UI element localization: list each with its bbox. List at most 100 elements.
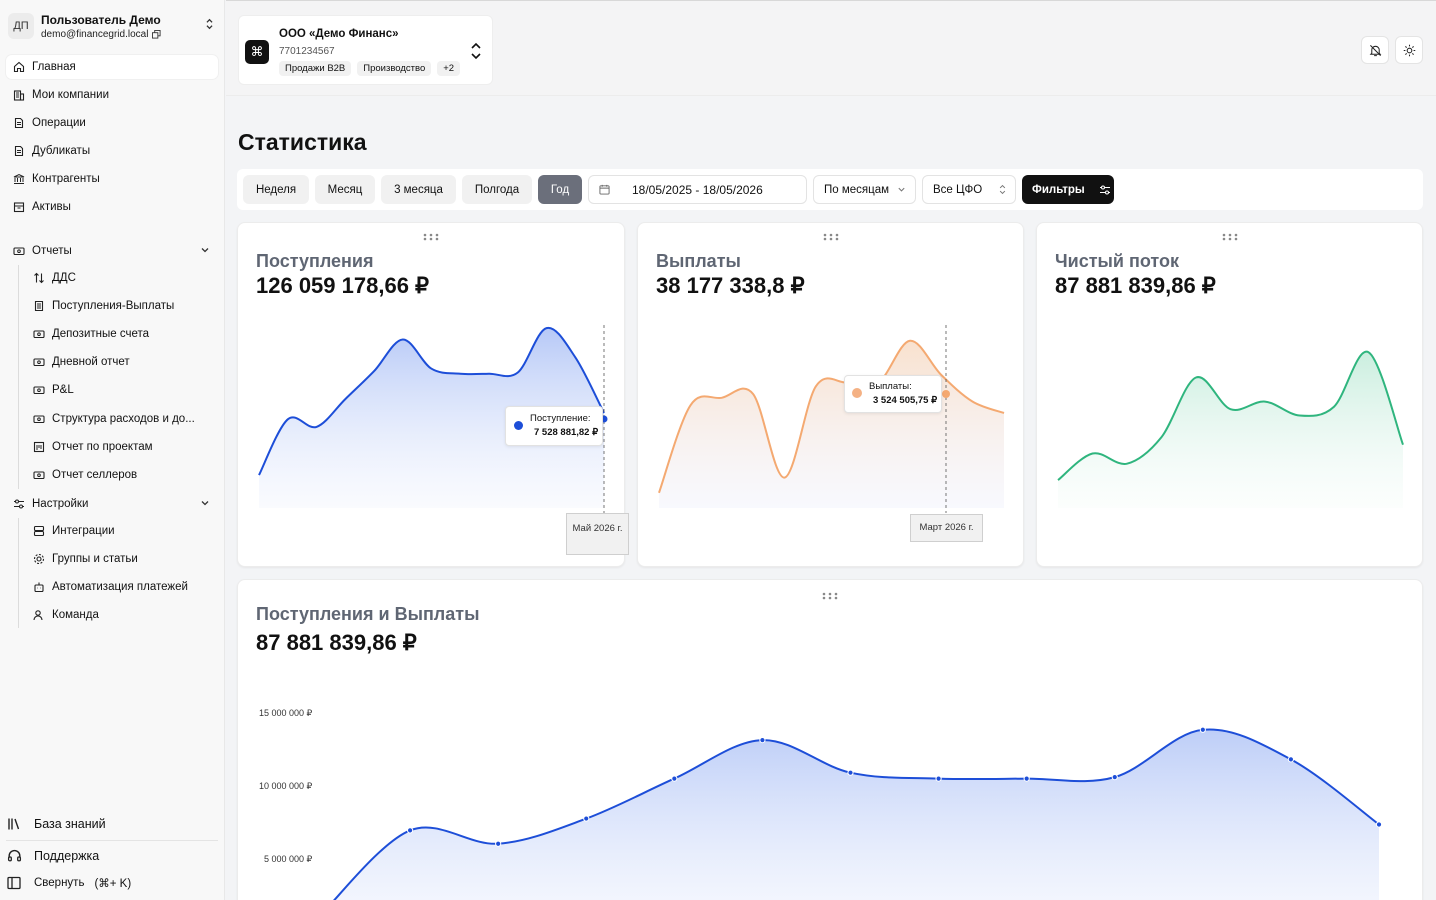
company-switcher[interactable]: ⌘ ООО «Демо Финанс» 7701234567 Продажи B… xyxy=(238,15,493,85)
chart-tooltip: Поступление: 7 528 881,82 ₽ xyxy=(505,406,603,446)
company-tag-more[interactable]: +2 xyxy=(437,61,461,76)
sidebar-item-operations[interactable]: Операции xyxy=(6,111,218,135)
net-flow-chart xyxy=(1057,351,1404,508)
document-icon xyxy=(13,117,25,129)
data-point xyxy=(847,769,854,776)
chevron-down-icon[interactable] xyxy=(200,498,210,508)
card-title: Поступления и Выплаты xyxy=(256,604,480,624)
sidebar-section-settings[interactable]: Настройки xyxy=(6,492,218,516)
sidebar-item-companies[interactable]: Мои компании xyxy=(6,83,218,107)
grouping-select[interactable]: По месяцам xyxy=(813,175,916,204)
home-icon xyxy=(13,61,25,73)
sidebar-item-assets[interactable]: Активы xyxy=(6,195,218,219)
sidebar-item-sellers-report[interactable]: Отчет селлеров xyxy=(26,463,216,487)
card-title: Поступления xyxy=(256,251,374,271)
copy-icon[interactable] xyxy=(152,29,161,39)
reports-tree-line xyxy=(18,265,19,489)
data-point xyxy=(1199,726,1206,733)
data-point xyxy=(1023,775,1030,782)
user-switcher[interactable]: ДП Пользователь Демо demo@financegrid.lo… xyxy=(8,8,218,44)
calendar-icon xyxy=(33,441,45,453)
data-point xyxy=(406,827,414,834)
cfo-select[interactable]: Все ЦФО xyxy=(922,175,1016,204)
chevron-updown-icon[interactable] xyxy=(470,42,482,60)
avatar: ДП xyxy=(8,13,34,39)
period-week-button[interactable]: Неделя xyxy=(243,175,309,204)
income-series-area xyxy=(334,729,1379,900)
building-icon xyxy=(13,89,25,101)
income-payouts-card: Поступления и Выплаты 87 881 839,86 ₽ 15… xyxy=(237,579,1423,900)
command-icon: ⌘ xyxy=(245,40,269,64)
sidebar-section-reports[interactable]: Отчеты xyxy=(6,239,218,263)
collapse-shortcut: (⌘+ K) xyxy=(94,878,132,890)
tooltip-value: 7 528 881,82 ₽ xyxy=(534,427,599,438)
money-icon xyxy=(33,328,45,340)
tooltip-value: 3 524 505,75 ₽ xyxy=(873,395,938,406)
sidebar-item-home[interactable]: Главная xyxy=(6,55,218,79)
sidebar-item-team[interactable]: Команда xyxy=(26,603,216,627)
sliders-icon xyxy=(1099,185,1110,194)
sidebar-item-deposits[interactable]: Депозитные счета xyxy=(26,322,216,346)
sidebar-item-projects-report[interactable]: Отчет по проектам xyxy=(26,435,216,459)
filters-button[interactable]: Фильтры xyxy=(1022,175,1114,204)
data-point xyxy=(1111,774,1118,781)
y-tick-label: 15 000 000 ₽ xyxy=(259,708,313,718)
notifications-button[interactable] xyxy=(1361,36,1389,64)
drag-handle-icon[interactable] xyxy=(823,233,839,241)
company-tag: Производство xyxy=(357,61,432,76)
money-icon xyxy=(33,356,45,368)
drag-handle-icon[interactable] xyxy=(822,592,838,600)
chart-tooltip: Выплаты: 3 524 505,75 ₽ xyxy=(844,375,942,413)
robot-icon xyxy=(33,581,45,593)
sidebar-item-groups[interactable]: Группы и статьи xyxy=(26,547,216,571)
period-year-button[interactable]: Год xyxy=(538,175,582,204)
tooltip-label: Выплаты: xyxy=(869,381,912,392)
chevron-updown-icon[interactable] xyxy=(205,18,214,30)
sidebar-item-duplicates[interactable]: Дубликаты xyxy=(6,139,218,163)
sidebar-item-expense-structure[interactable]: Структура расходов и до... xyxy=(26,407,216,431)
data-point xyxy=(1375,821,1383,828)
money-icon xyxy=(33,384,45,396)
drag-handle-icon[interactable] xyxy=(423,233,439,241)
x-axis-tooltip: Март 2026 г. xyxy=(910,514,983,542)
period-month-button[interactable]: Месяц xyxy=(315,175,375,204)
divider xyxy=(6,840,218,841)
sidebar-item-daily-report[interactable]: Дневной отчет xyxy=(26,350,216,374)
y-tick-label: 5 000 000 ₽ xyxy=(264,854,313,864)
user-email: demo@financegrid.local xyxy=(41,28,149,40)
document-icon xyxy=(33,300,45,312)
sidebar-item-knowledge-base[interactable]: База знаний xyxy=(6,812,218,836)
sidebar-item-pnl[interactable]: P&L xyxy=(26,378,216,402)
bell-off-icon xyxy=(1369,44,1381,56)
series-dot xyxy=(514,421,523,430)
sidebar-item-income-payouts[interactable]: Поступления-Выплаты xyxy=(26,294,216,318)
archive-icon xyxy=(13,201,25,213)
card-title: Чистый поток xyxy=(1055,251,1179,271)
users-icon xyxy=(33,609,45,621)
money-icon xyxy=(33,469,45,481)
sidebar-item-support[interactable]: Поддержка xyxy=(6,844,218,868)
sidebar-item-counterparties[interactable]: Контрагенты xyxy=(6,167,218,191)
date-range-picker[interactable]: 18/05/2025 - 18/05/2026 xyxy=(588,175,807,204)
document-icon xyxy=(13,145,25,157)
chevron-updown-icon xyxy=(1000,184,1006,195)
period-halfyear-button[interactable]: Полгода xyxy=(462,175,532,204)
period-3months-button[interactable]: 3 месяца xyxy=(381,175,456,204)
sidebar-item-payment-automation[interactable]: Автоматизация платежей xyxy=(26,575,216,599)
drag-handle-icon[interactable] xyxy=(1222,233,1238,241)
money-icon xyxy=(33,413,45,425)
income-payouts-chart xyxy=(333,726,1383,900)
chevron-down-icon[interactable] xyxy=(200,245,210,255)
sidebar-item-integrations[interactable]: Интеграции xyxy=(26,519,216,543)
payouts-series-line xyxy=(658,339,1005,494)
data-point xyxy=(671,775,678,782)
payouts-series-area xyxy=(659,340,1004,508)
money-icon xyxy=(13,245,25,257)
theme-toggle-button[interactable] xyxy=(1395,36,1423,64)
card-value: 126 059 178,66 ₽ xyxy=(256,273,430,298)
sliders-icon xyxy=(13,498,25,510)
user-name: Пользователь Демо xyxy=(41,12,161,27)
sidebar-collapse-button[interactable]: Свернуть (⌘+ K) xyxy=(6,871,218,895)
net-series-area xyxy=(1058,351,1403,508)
sidebar-item-dds[interactable]: ДДС xyxy=(26,266,216,290)
